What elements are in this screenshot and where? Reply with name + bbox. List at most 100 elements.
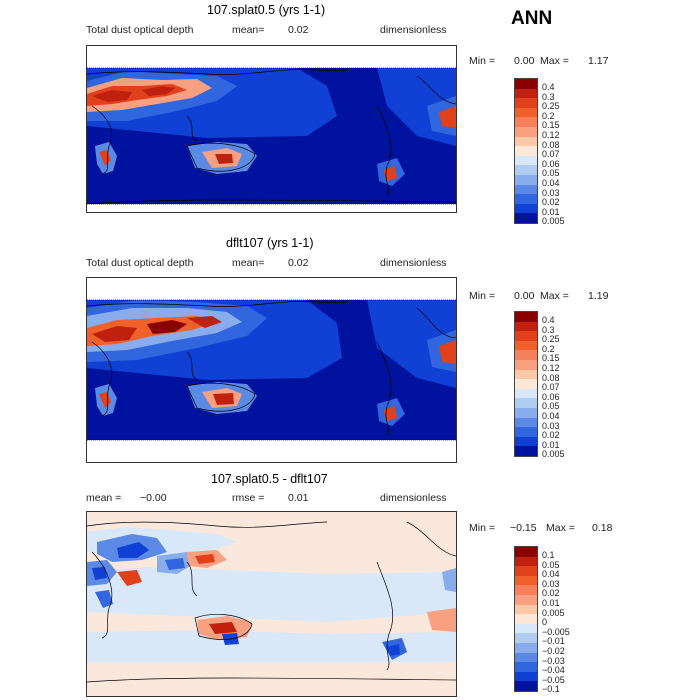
colorbar-tick-label: 0.2 [542,110,555,121]
colorbar-tick-label: −0.1 [542,684,560,695]
colorbar-swatch [514,146,538,156]
colorbar-tick-label: −0.02 [542,646,565,656]
colorbar-swatch [514,331,538,341]
colorbar-swatch [514,662,538,672]
colorbar-swatch [514,321,538,332]
panel-3-units: dimensionless [380,492,447,504]
panel-1-min-value: 0.00 [514,55,535,67]
colorbar-tick-label: 0.01 [542,439,560,450]
colorbar-tick-label: 0.01 [542,598,560,608]
colorbar-swatch [514,436,538,447]
colorbar-tick-label: 0.08 [542,372,560,383]
colorbar-tick-label: 0.005 [542,607,565,618]
colorbar-swatch [514,671,538,682]
panel-3-map [86,511,457,697]
colorbar-swatch [514,556,538,567]
panel-3-colorbar [514,546,538,692]
colorbar-swatch [514,546,538,557]
colorbar-tick-label: −0.03 [542,655,565,666]
colorbar-swatch [514,379,538,389]
colorbar-tick-label: 0 [542,617,548,628]
colorbar-swatch [514,165,538,175]
panel-3-max-value: 0.18 [592,522,613,534]
colorbar-tick-label: 0.08 [542,139,560,150]
panel-2-min-value: 0.00 [514,290,535,302]
colorbar-tick-label: 0.02 [542,430,560,441]
colorbar-swatch [514,98,538,108]
colorbar-swatch [514,203,538,214]
colorbar-tick-label: 0.05 [542,559,560,570]
panel-3-rmse-label: rmse = [232,492,265,504]
colorbar-tick-label: 0.25 [542,334,560,345]
colorbar-swatch [514,311,538,322]
colorbar-swatch [514,184,538,195]
colorbar-swatch [514,155,538,166]
colorbar-swatch [514,136,538,147]
colorbar-tick-label: 0.15 [542,353,560,364]
panel-1-min-label: Min = [469,55,495,67]
panel-2-colorbar [514,311,538,457]
panel-1-max-value: 1.17 [588,55,609,67]
colorbar-swatch [514,126,538,137]
colorbar-tick-label: 0.02 [542,588,560,599]
colorbar-tick-label: 0.12 [542,130,560,140]
panel-1-max-label: Max = [540,55,569,67]
season-label: ANN [511,8,553,29]
colorbar-swatch [514,642,538,653]
panel-1-title: 107.splat0.5 (yrs 1-1) [207,3,326,17]
colorbar-tick-label: 0.4 [542,315,555,325]
panel-3-rmse-value: 0.01 [288,492,309,504]
panel-3-mean-label: mean = [86,492,122,504]
colorbar-tick-label: 0.25 [542,101,560,112]
colorbar-tick-label: −0.01 [542,636,565,647]
panel-3-min-value: −0.15 [510,522,537,534]
colorbar-swatch [514,107,538,118]
colorbar-swatch [514,623,538,634]
panel-2-field-label: Total dust optical depth [86,257,194,269]
colorbar-tick-label: 0.07 [542,149,560,160]
colorbar-swatch [514,681,538,692]
colorbar-tick-label: 0.2 [542,343,555,354]
colorbar-swatch [514,213,538,224]
colorbar-swatch [514,78,538,89]
colorbar-swatch [514,117,538,127]
colorbar-swatch [514,417,538,428]
colorbar-tick-label: 0.05 [542,168,560,179]
colorbar-tick-label: 0.02 [542,197,560,208]
colorbar-tick-label: 0.03 [542,420,560,431]
colorbar-tick-label: 0.07 [542,382,560,393]
colorbar-tick-label: 0.4 [542,82,555,92]
colorbar-swatch [514,350,538,360]
colorbar-swatch [514,194,538,204]
colorbar-tick-label: 0.12 [542,363,560,373]
colorbar-swatch [514,594,538,605]
colorbar-swatch [514,359,538,370]
colorbar-tick-label: −0.05 [542,674,565,685]
colorbar-swatch [514,388,538,399]
colorbar-tick-label: 0.005 [542,449,565,460]
panel-1-map [86,45,457,213]
panel-3-title: 107.splat0.5 - dflt107 [211,472,328,486]
colorbar-tick-label: 0.005 [542,216,565,227]
colorbar-tick-label: 0.06 [542,391,560,402]
colorbar-swatch [514,398,538,408]
colorbar-swatch [514,614,538,624]
colorbar-swatch [514,369,538,380]
panel-2-max-value: 1.19 [588,290,609,302]
panel-3-min-label: Min = [469,522,495,534]
panel-1-mean-value: 0.02 [288,24,309,36]
panel-3-mean-value: −0.00 [140,492,167,504]
colorbar-tick-label: −0.04 [542,665,565,676]
colorbar-swatch [514,652,538,663]
panel-1-colorbar [514,78,538,224]
colorbar-swatch [514,174,538,185]
panel-2-mean-value: 0.02 [288,257,309,269]
colorbar-swatch [514,604,538,615]
colorbar-tick-label: 0.1 [542,550,555,560]
colorbar-swatch [514,88,538,99]
colorbar-tick-label: 0.3 [542,91,555,102]
colorbar-tick-label: 0.01 [542,206,560,217]
colorbar-tick-label: 0.3 [542,324,555,335]
panel-1-field-label: Total dust optical depth [86,24,194,36]
panel-3-max-label: Max = [546,522,575,534]
